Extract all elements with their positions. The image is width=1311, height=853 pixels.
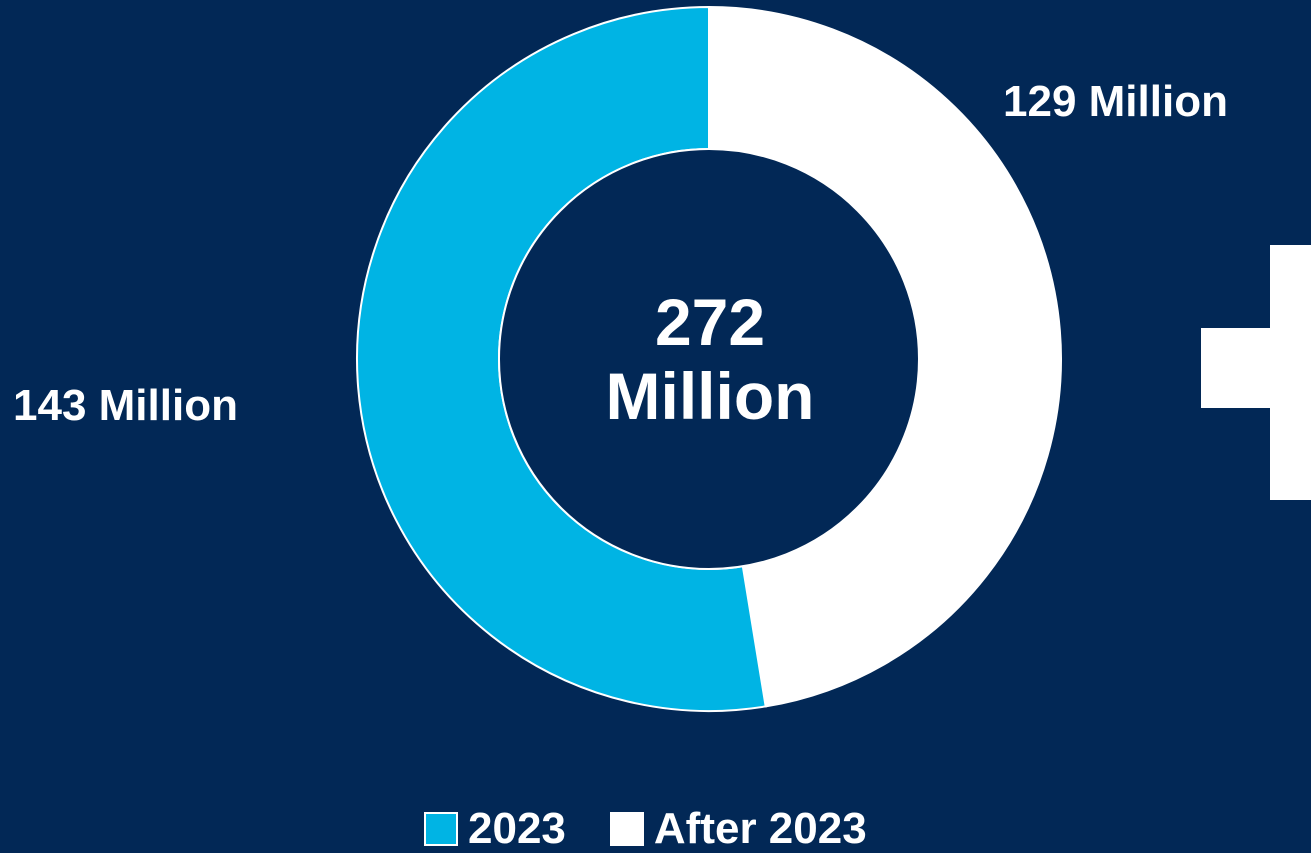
data-label-2023: 143 Million: [13, 381, 238, 430]
plus-icon-horizontal-bar: [1201, 328, 1311, 408]
data-label-after-2023: 129 Million: [1003, 77, 1228, 126]
legend-swatch-2023: [424, 812, 458, 846]
legend-item-2023: 2023: [424, 807, 566, 851]
center-total-value: 272: [654, 285, 766, 359]
plus-icon: [1201, 245, 1311, 500]
legend-item-after-2023: After 2023: [609, 804, 867, 853]
donut-hole: [498, 148, 920, 570]
donut-center-label: 272 Million: [560, 285, 860, 433]
legend-label-after-2023: After 2023: [653, 804, 867, 853]
legend: 2023 After 2023: [424, 806, 911, 852]
legend-swatch-after-2023: [609, 812, 644, 846]
legend-label-2023: 2023: [468, 804, 566, 853]
center-total-unit: Million: [605, 359, 815, 433]
